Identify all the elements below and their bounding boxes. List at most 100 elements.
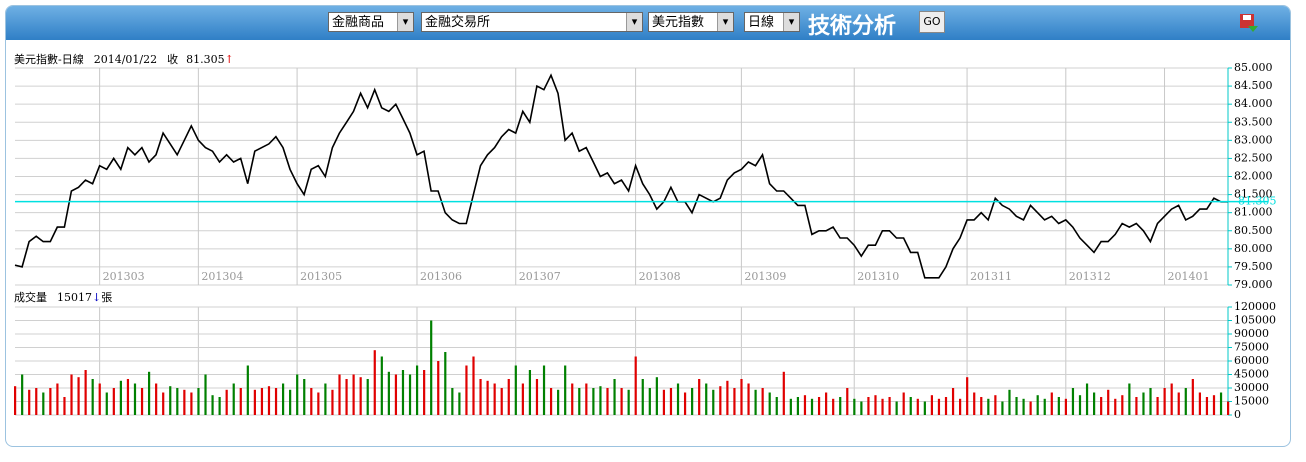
volume-bar xyxy=(641,379,644,415)
volume-bar xyxy=(528,370,532,415)
volume-bar xyxy=(133,383,137,415)
y-tick-label: 83.000 xyxy=(1234,133,1273,146)
volume-bar xyxy=(1036,395,1039,415)
select[interactable]: 金融商品 xyxy=(328,12,414,32)
y-tick-label: 75000 xyxy=(1234,341,1269,354)
volume-bar xyxy=(839,397,842,415)
volume-bar xyxy=(1128,383,1131,415)
volume-bar xyxy=(303,379,306,415)
select[interactable]: 金融交易所 xyxy=(421,12,643,32)
volume-bar xyxy=(338,374,341,415)
volume-bar xyxy=(140,388,144,415)
volume-bar xyxy=(218,397,221,415)
volume-bar xyxy=(176,388,179,415)
volume-bar xyxy=(1001,401,1004,415)
volume-bar xyxy=(1107,389,1110,415)
volume-bar xyxy=(514,365,517,415)
volume-bar xyxy=(1085,383,1089,415)
y-tick-label: 105000 xyxy=(1234,314,1276,327)
volume-bar xyxy=(28,389,31,415)
volume-bar xyxy=(35,388,38,415)
close-value: 81.305 xyxy=(186,53,225,66)
volume-bar xyxy=(1198,392,1201,415)
volume-bar xyxy=(324,383,327,415)
select[interactable]: 美元指數 xyxy=(648,12,734,32)
volume-bar xyxy=(253,389,256,415)
x-tick-label: 201304 xyxy=(201,270,243,283)
volume-bar xyxy=(359,377,362,415)
volume-bar xyxy=(84,370,87,415)
volume-bar xyxy=(966,377,969,415)
go-button[interactable]: GO xyxy=(919,11,945,33)
volume-bar xyxy=(521,383,524,415)
volume-bar xyxy=(902,392,905,415)
price-line xyxy=(14,73,1228,279)
y-tick-label: 79.500 xyxy=(1234,260,1273,273)
volume-bar xyxy=(698,379,701,415)
date: 2014/01/22 xyxy=(94,53,157,66)
select[interactable]: 日線 xyxy=(744,12,800,32)
line-title: 美元指數-日線 xyxy=(14,52,84,66)
volume-bar xyxy=(408,374,412,415)
volume-bar xyxy=(803,395,807,415)
volume-bar xyxy=(733,388,736,415)
volume-bar xyxy=(239,388,242,415)
volume-bar xyxy=(197,388,200,415)
volume-bar xyxy=(423,370,426,415)
panel: 金融商品 金融交易所 美元指數 日線 技術分析 GO xyxy=(5,5,1291,447)
volume-bar xyxy=(1050,392,1053,415)
volume-bar xyxy=(211,395,214,415)
volume-bar xyxy=(719,386,722,415)
volume-bar xyxy=(662,389,666,415)
volume-bar xyxy=(846,388,849,415)
x-tick-label: 201312 xyxy=(1069,270,1111,283)
volume-bar xyxy=(204,374,207,415)
volume-bar xyxy=(1078,395,1082,415)
volume-bar xyxy=(726,380,729,415)
y-tick-label: 120000 xyxy=(1234,300,1276,313)
volume-bar xyxy=(712,389,715,415)
volume-bar xyxy=(1071,388,1075,415)
volume-bar xyxy=(1227,401,1230,415)
volume-bar xyxy=(959,398,962,415)
volume-bar xyxy=(549,388,553,415)
volume-bar xyxy=(909,397,912,415)
volume-bar xyxy=(394,374,398,415)
volume-bar xyxy=(768,392,771,415)
volume-bar xyxy=(557,389,560,415)
volume-bar xyxy=(267,386,271,415)
volume-bar xyxy=(620,388,623,415)
save-icon[interactable] xyxy=(1238,12,1260,34)
volume-bar xyxy=(296,374,299,415)
volume-bar xyxy=(225,389,228,415)
volume-bar xyxy=(387,371,390,415)
volume-bar xyxy=(246,365,249,415)
toolbar: 金融商品 金融交易所 美元指數 日線 技術分析 GO xyxy=(6,6,1290,40)
volume-bar xyxy=(507,379,510,415)
volume-bar xyxy=(345,379,348,415)
volume-bar xyxy=(613,379,616,415)
volume-bar xyxy=(775,397,778,415)
x-tick-label: 201306 xyxy=(420,270,462,283)
volume-bar xyxy=(42,392,45,415)
close-axis-label: 81.305 xyxy=(1238,195,1277,208)
y-tick-label: 82.500 xyxy=(1234,151,1273,164)
volume-bar xyxy=(1149,388,1152,415)
volume-bar xyxy=(655,377,658,415)
volume-bar xyxy=(747,383,750,415)
volume-bar xyxy=(1057,397,1060,415)
volume-bar xyxy=(1015,397,1018,415)
volume-bar xyxy=(289,389,292,415)
volume-bar xyxy=(987,398,990,415)
volume-bar xyxy=(56,383,59,415)
volume-header: 成交量 15017↓張 xyxy=(14,290,112,304)
volume-bar xyxy=(1163,388,1166,415)
volume-bar xyxy=(832,398,835,415)
volume-bar xyxy=(1114,398,1117,415)
volume-bar xyxy=(535,379,539,415)
volume-bar xyxy=(923,401,926,415)
volume-bar xyxy=(1191,379,1194,415)
volume-bar xyxy=(310,388,313,415)
volume-bar xyxy=(105,392,108,415)
